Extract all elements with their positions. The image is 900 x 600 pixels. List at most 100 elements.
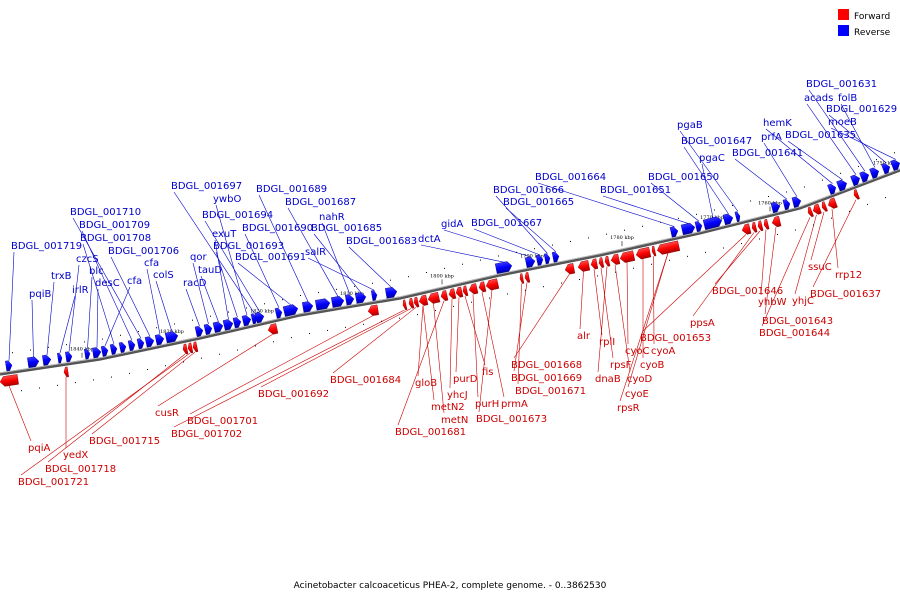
reverse-gene-label[interactable]: exuT: [212, 229, 237, 240]
reverse-gene[interactable]: [694, 221, 703, 233]
reverse-gene[interactable]: [524, 256, 536, 268]
reverse-gene-label[interactable]: qor: [190, 252, 207, 263]
forward-gene-label[interactable]: purD: [453, 374, 478, 385]
forward-gene[interactable]: [455, 286, 464, 298]
forward-gene-label[interactable]: BDGL_001721: [18, 477, 89, 488]
forward-gene-label[interactable]: cyoD: [627, 374, 653, 385]
reverse-gene[interactable]: [127, 340, 136, 352]
forward-gene-label[interactable]: BDGL_001644: [759, 328, 830, 339]
forward-gene-label[interactable]: BDGL_001653: [640, 333, 711, 344]
forward-gene-label[interactable]: BDGL_001671: [515, 386, 586, 397]
reverse-gene[interactable]: [302, 301, 314, 313]
forward-gene-label[interactable]: BDGL_001702: [171, 429, 242, 440]
reverse-gene-label[interactable]: BDGL_001689: [256, 184, 327, 195]
forward-gene-label[interactable]: cyoE: [625, 389, 649, 400]
reverse-gene-label[interactable]: BDGL_001665: [503, 197, 574, 208]
reverse-gene-label[interactable]: BDGL_001710: [70, 207, 141, 218]
forward-gene-label[interactable]: rpsR: [617, 403, 640, 414]
reverse-gene-label[interactable]: BDGL_001666: [493, 185, 564, 196]
reverse-gene[interactable]: [118, 342, 127, 353]
forward-gene[interactable]: [187, 342, 194, 354]
forward-gene[interactable]: [806, 206, 814, 218]
reverse-gene[interactable]: [782, 199, 791, 211]
forward-gene[interactable]: [478, 281, 487, 293]
reverse-gene[interactable]: [154, 334, 165, 346]
forward-gene[interactable]: [651, 245, 657, 257]
forward-gene[interactable]: [852, 189, 860, 200]
reverse-gene-label[interactable]: BDGL_001691: [235, 252, 306, 263]
forward-gene-label[interactable]: rplI: [599, 337, 615, 348]
reverse-gene[interactable]: [385, 287, 398, 299]
reverse-gene[interactable]: [250, 313, 258, 325]
reverse-gene-label[interactable]: tauD: [198, 265, 222, 276]
reverse-gene-label[interactable]: BDGL_001685: [311, 223, 382, 234]
reverse-gene-label[interactable]: hemK: [763, 118, 792, 129]
reverse-gene-label[interactable]: BDGL_001650: [648, 172, 719, 183]
reverse-gene-label[interactable]: nahR: [319, 212, 345, 223]
forward-gene[interactable]: [427, 291, 441, 304]
forward-gene-label[interactable]: cyoA: [651, 346, 676, 357]
reverse-gene-label[interactable]: irlR: [72, 285, 89, 296]
reverse-gene[interactable]: [669, 226, 679, 238]
forward-gene[interactable]: [418, 294, 429, 307]
forward-gene[interactable]: [402, 299, 408, 311]
forward-gene[interactable]: [519, 273, 525, 284]
reverse-gene-label[interactable]: BDGL_001694: [202, 210, 273, 221]
reverse-gene-label[interactable]: salR: [305, 247, 326, 258]
reverse-gene[interactable]: [144, 336, 155, 348]
forward-gene-label[interactable]: pqiA: [28, 443, 50, 454]
reverse-gene[interactable]: [84, 348, 91, 360]
reverse-gene[interactable]: [241, 314, 252, 327]
reverse-gene-label[interactable]: BDGL_001635: [785, 130, 856, 141]
reverse-gene[interactable]: [194, 325, 204, 337]
forward-gene-label[interactable]: rpsF: [610, 360, 632, 371]
reverse-gene-label[interactable]: acads: [804, 93, 833, 104]
reverse-gene[interactable]: [27, 356, 40, 368]
reverse-gene-label[interactable]: BDGL_001709: [79, 220, 150, 231]
reverse-gene-label[interactable]: BDGL_001647: [681, 136, 752, 147]
forward-gene-label[interactable]: BDGL_001646: [712, 286, 783, 297]
forward-gene-label[interactable]: ppsA: [690, 318, 715, 329]
forward-gene[interactable]: [367, 304, 379, 317]
forward-gene-label[interactable]: fis: [482, 367, 494, 378]
reverse-gene[interactable]: [535, 254, 544, 266]
forward-gene[interactable]: [656, 240, 681, 255]
reverse-gene[interactable]: [850, 174, 861, 187]
reverse-gene-label[interactable]: racD: [183, 278, 207, 289]
forward-gene[interactable]: [462, 285, 469, 297]
reverse-gene[interactable]: [859, 170, 870, 183]
reverse-gene-label[interactable]: BDGL_001708: [80, 233, 151, 244]
forward-gene[interactable]: [564, 263, 576, 275]
forward-gene[interactable]: [741, 223, 752, 236]
forward-gene[interactable]: [0, 374, 19, 387]
reverse-gene[interactable]: [770, 201, 781, 214]
forward-gene-label[interactable]: BDGL_001718: [45, 464, 116, 475]
forward-gene-label[interactable]: BDGL_001692: [258, 389, 329, 400]
forward-gene[interactable]: [413, 296, 420, 308]
forward-gene-label[interactable]: alr: [577, 331, 591, 342]
reverse-gene-label[interactable]: ywbO: [213, 194, 241, 205]
reverse-gene-label[interactable]: BDGL_001629: [826, 104, 897, 115]
reverse-gene[interactable]: [92, 347, 102, 359]
forward-gene[interactable]: [192, 341, 199, 353]
reverse-gene[interactable]: [274, 307, 283, 319]
forward-gene-label[interactable]: BDGL_001701: [187, 416, 258, 427]
reverse-gene-label[interactable]: pgaB: [677, 120, 703, 131]
reverse-gene[interactable]: [232, 317, 242, 329]
forward-gene[interactable]: [771, 215, 782, 228]
forward-gene-label[interactable]: BDGL_001681: [395, 427, 466, 438]
forward-gene[interactable]: [604, 255, 611, 267]
reverse-gene[interactable]: [212, 321, 224, 333]
reverse-gene[interactable]: [109, 343, 118, 355]
reverse-gene[interactable]: [890, 158, 900, 171]
forward-gene-label[interactable]: yhjC: [792, 296, 814, 307]
reverse-gene-label[interactable]: cfa: [144, 258, 159, 269]
reverse-gene-label[interactable]: BDGL_001693: [213, 241, 284, 252]
forward-gene-label[interactable]: yhbW: [758, 297, 787, 308]
reverse-gene-label[interactable]: blc: [89, 266, 104, 277]
reverse-gene-label[interactable]: cfa: [127, 276, 142, 287]
reverse-gene[interactable]: [57, 352, 63, 364]
forward-gene-label[interactable]: purH: [475, 399, 499, 410]
reverse-gene-label[interactable]: BDGL_001697: [171, 181, 242, 192]
forward-gene[interactable]: [598, 257, 605, 268]
